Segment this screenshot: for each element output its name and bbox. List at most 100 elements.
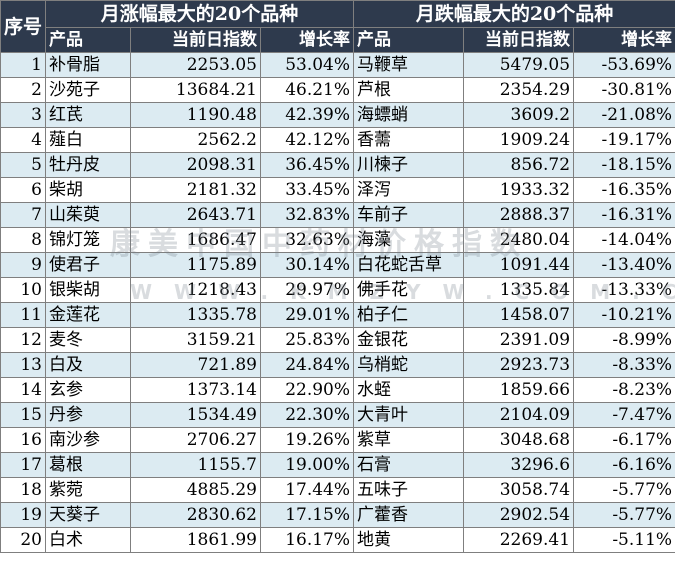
gainer-rate: 29.97% bbox=[259, 277, 355, 303]
loser-index: 3058.74 bbox=[463, 477, 575, 503]
loser-name: 五味子 bbox=[353, 477, 465, 503]
loser-rate: -19.17% bbox=[573, 127, 675, 153]
gainers-name-header: 产品 bbox=[45, 27, 131, 53]
row-seq: 10 bbox=[0, 277, 46, 303]
gainer-index: 13684.21 bbox=[130, 77, 261, 103]
gainer-rate: 19.00% bbox=[259, 452, 355, 478]
gainer-rate: 17.44% bbox=[259, 477, 355, 503]
top-losers-title: 月跌幅最大的20个品种 bbox=[353, 0, 675, 28]
losers-index-header: 当前日指数 bbox=[463, 27, 575, 53]
table-body: 1 补骨脂 2253.05 53.04% 马鞭草 5479.05 -53.69% 2 沙苑子 13… bbox=[0, 52, 675, 553]
loser-index: 1458.07 bbox=[463, 302, 575, 328]
row-seq: 18 bbox=[0, 477, 46, 503]
table-row: 18 紫菀 4885.29 17.44% 五味子 3058.74 -5.77% bbox=[0, 477, 675, 503]
gainer-rate: 42.12% bbox=[259, 127, 355, 153]
gainer-name: 沙苑子 bbox=[45, 77, 131, 103]
loser-name: 马鞭草 bbox=[353, 52, 465, 78]
row-seq: 14 bbox=[0, 377, 46, 403]
gainer-rate: 19.26% bbox=[259, 427, 355, 453]
loser-rate: -5.77% bbox=[573, 477, 675, 503]
gainer-rate: 25.83% bbox=[259, 327, 355, 353]
table-row: 17 葛根 1155.7 19.00% 石膏 3296.6 -6.16% bbox=[0, 452, 675, 478]
row-seq: 4 bbox=[0, 127, 46, 153]
seq-header: 序号 bbox=[0, 0, 46, 53]
gainer-rate: 22.30% bbox=[259, 402, 355, 428]
table-row: 3 红芪 1190.48 42.39% 海螵蛸 3609.2 -21.08% bbox=[0, 102, 675, 128]
loser-rate: -21.08% bbox=[573, 102, 675, 128]
gainer-index: 1534.49 bbox=[130, 402, 261, 428]
gainer-name: 锦灯笼 bbox=[45, 227, 131, 253]
loser-rate: -10.21% bbox=[573, 302, 675, 328]
loser-index: 3609.2 bbox=[463, 102, 575, 128]
loser-index: 2480.04 bbox=[463, 227, 575, 253]
gainer-name: 补骨脂 bbox=[45, 52, 131, 78]
gainer-index: 2830.62 bbox=[130, 502, 261, 528]
loser-rate: -16.35% bbox=[573, 177, 675, 203]
table-row: 5 牡丹皮 2098.31 36.45% 川楝子 856.72 -18.15% bbox=[0, 152, 675, 178]
table-row: 10 银柴胡 1218.43 29.97% 佛手花 1335.84 -13.33% bbox=[0, 277, 675, 303]
gainer-name: 麦冬 bbox=[45, 327, 131, 353]
gainer-index: 1190.48 bbox=[130, 102, 261, 128]
row-seq: 12 bbox=[0, 327, 46, 353]
loser-index: 2104.09 bbox=[463, 402, 575, 428]
top-gainers-title: 月涨幅最大的20个品种 bbox=[44, 0, 355, 28]
loser-index: 2269.41 bbox=[463, 527, 575, 553]
loser-rate: -7.47% bbox=[573, 402, 675, 428]
loser-rate: -13.33% bbox=[573, 277, 675, 303]
gainer-name: 山茱萸 bbox=[45, 202, 131, 228]
loser-index: 5479.05 bbox=[463, 52, 575, 78]
loser-index: 856.72 bbox=[463, 152, 575, 178]
loser-name: 水蛭 bbox=[353, 377, 465, 403]
table-row: 7 山茱萸 2643.71 32.83% 车前子 2888.37 -16.31% bbox=[0, 202, 675, 228]
loser-index: 2902.54 bbox=[463, 502, 575, 528]
gainer-rate: 16.17% bbox=[259, 527, 355, 553]
loser-name: 地黄 bbox=[353, 527, 465, 553]
gainer-name: 丹参 bbox=[45, 402, 131, 428]
gainer-index: 2253.05 bbox=[130, 52, 261, 78]
gainer-rate: 53.04% bbox=[259, 52, 355, 78]
table-row: 20 白术 1861.99 16.17% 地黄 2269.41 -5.11% bbox=[0, 527, 675, 553]
table-row: 1 补骨脂 2253.05 53.04% 马鞭草 5479.05 -53.69% bbox=[0, 52, 675, 78]
row-seq: 9 bbox=[0, 252, 46, 278]
losers-name-header: 产品 bbox=[353, 27, 465, 53]
gainer-index: 1686.47 bbox=[130, 227, 261, 253]
gainers-rate-header: 增长率 bbox=[259, 27, 355, 53]
gainer-rate: 46.21% bbox=[259, 77, 355, 103]
gainer-index: 2562.2 bbox=[130, 127, 261, 153]
gainer-name: 白及 bbox=[45, 352, 131, 378]
gainer-index: 1861.99 bbox=[130, 527, 261, 553]
gainer-name: 红芪 bbox=[45, 102, 131, 128]
loser-name: 香薷 bbox=[353, 127, 465, 153]
table-row: 8 锦灯笼 1686.47 32.63% 海藻 2480.04 -14.04% bbox=[0, 227, 675, 253]
gainer-rate: 24.84% bbox=[259, 352, 355, 378]
row-seq: 2 bbox=[0, 77, 46, 103]
row-seq: 13 bbox=[0, 352, 46, 378]
gainers-index-header: 当前日指数 bbox=[130, 27, 261, 53]
gainer-index: 3159.21 bbox=[130, 327, 261, 353]
gainer-rate: 17.15% bbox=[259, 502, 355, 528]
gainer-name: 玄参 bbox=[45, 377, 131, 403]
table-row: 4 薤白 2562.2 42.12% 香薷 1909.24 -19.17% bbox=[0, 127, 675, 153]
table-row: 14 玄参 1373.14 22.90% 水蛭 1859.66 -8.23% bbox=[0, 377, 675, 403]
gainer-rate: 32.83% bbox=[259, 202, 355, 228]
table-row: 13 白及 721.89 24.84% 乌梢蛇 2923.73 -8.33% bbox=[0, 352, 675, 378]
gainer-index: 1335.78 bbox=[130, 302, 261, 328]
table-row: 16 南沙参 2706.27 19.26% 紫草 3048.68 -6.17% bbox=[0, 427, 675, 453]
gainer-name: 银柴胡 bbox=[45, 277, 131, 303]
loser-name: 海藻 bbox=[353, 227, 465, 253]
gainer-name: 白术 bbox=[45, 527, 131, 553]
gainer-rate: 32.63% bbox=[259, 227, 355, 253]
loser-rate: -16.31% bbox=[573, 202, 675, 228]
gainer-name: 使君子 bbox=[45, 252, 131, 278]
loser-index: 1335.84 bbox=[463, 277, 575, 303]
gainer-rate: 30.14% bbox=[259, 252, 355, 278]
gainer-rate: 29.01% bbox=[259, 302, 355, 328]
gainer-rate: 33.45% bbox=[259, 177, 355, 203]
gainer-name: 金莲花 bbox=[45, 302, 131, 328]
row-seq: 6 bbox=[0, 177, 46, 203]
loser-rate: -8.23% bbox=[573, 377, 675, 403]
row-seq: 5 bbox=[0, 152, 46, 178]
loser-name: 大青叶 bbox=[353, 402, 465, 428]
row-seq: 20 bbox=[0, 527, 46, 553]
loser-rate: -30.81% bbox=[573, 77, 675, 103]
